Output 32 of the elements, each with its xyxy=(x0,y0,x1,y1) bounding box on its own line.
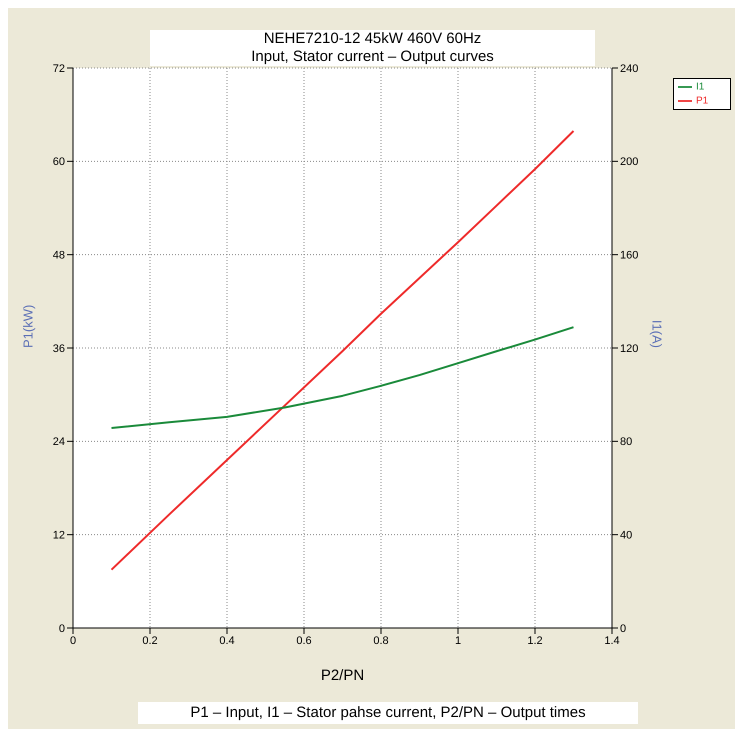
x-tick-label: 0 xyxy=(70,634,76,647)
y2-axis-title: I1(A) xyxy=(649,320,664,348)
y-tick-label: 12 xyxy=(52,530,65,542)
legend-label: P1 xyxy=(696,96,708,107)
x-tick-label: 0.6 xyxy=(296,634,312,647)
y2-tick-label: 160 xyxy=(620,250,638,262)
line-series xyxy=(110,130,574,571)
chart-title: NEHE7210-12 45kW 460V 60Hz xyxy=(262,30,482,48)
x-tick-label: 0.8 xyxy=(373,634,389,647)
y-tick-label: 24 xyxy=(52,436,65,448)
x-tick-label: 1 xyxy=(454,634,462,647)
line-series xyxy=(110,326,574,430)
y-tick-label: 0 xyxy=(58,622,65,635)
y-tick-label: 48 xyxy=(52,250,65,262)
y2-tick-label: 120 xyxy=(620,342,638,355)
y2-tick-label: 40 xyxy=(620,530,632,542)
y2-tick-label: 200 xyxy=(620,156,638,168)
x-tick-label: 1.2 xyxy=(527,634,543,647)
x-tick-label: 1.4 xyxy=(604,634,620,647)
y2-tick-label: 0 xyxy=(620,622,626,635)
y2-tick-label: 80 xyxy=(620,436,632,448)
text: P1 – Input, I1 – Stator pahse current, P2/PN – Output times xyxy=(138,702,638,724)
y-tick-label: 72 xyxy=(52,62,65,75)
y-tick-label: 60 xyxy=(52,156,65,168)
legend-label: I1 xyxy=(696,82,704,93)
chart-subtitle: Input, Stator current – Output curves xyxy=(250,48,495,66)
x-tick-label: 0.4 xyxy=(219,634,235,647)
y2-tick-label: 240 xyxy=(620,62,638,75)
y-axis-title: P1(kW) xyxy=(20,304,36,348)
x-axis-title: P2/PN xyxy=(320,667,364,684)
y-tick-label: 36 xyxy=(52,342,65,355)
x-tick-label: 0.2 xyxy=(142,634,158,647)
